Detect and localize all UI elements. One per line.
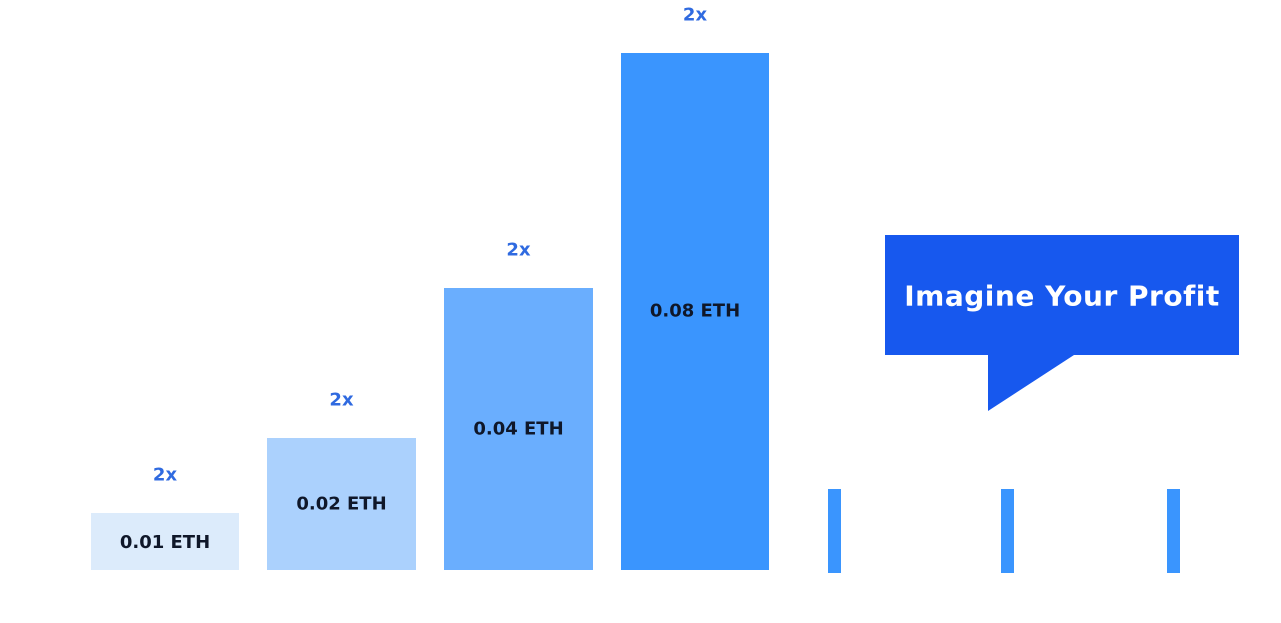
multiplier-label: 2x <box>683 5 708 26</box>
callout-bubble: Imagine Your Profit <box>885 235 1239 411</box>
bar-4 <box>621 53 769 570</box>
callout-text: Imagine Your Profit <box>904 280 1219 313</box>
multiplier-label: 2x <box>329 390 354 411</box>
bars-group: 0.01 ETH 2x 0.02 ETH 2x 0.04 ETH 2x 0.08 ETH 2x <box>91 5 769 570</box>
bar-2 <box>267 438 416 570</box>
continuation-mark <box>1167 489 1180 573</box>
bar-value-label: 0.04 ETH <box>473 419 563 440</box>
bar-1 <box>91 513 239 570</box>
continuation-mark <box>828 489 841 573</box>
continuation-mark <box>1001 489 1014 573</box>
bar-value-label: 0.08 ETH <box>650 301 740 322</box>
multiplier-label: 2x <box>153 465 178 486</box>
bar-value-label: 0.01 ETH <box>120 532 210 553</box>
bar-3 <box>444 288 593 570</box>
callout-shape <box>885 235 1239 411</box>
multiplier-label: 2x <box>506 240 531 261</box>
bar-value-label: 0.02 ETH <box>296 494 386 515</box>
continuation-marks-group <box>828 489 1180 573</box>
